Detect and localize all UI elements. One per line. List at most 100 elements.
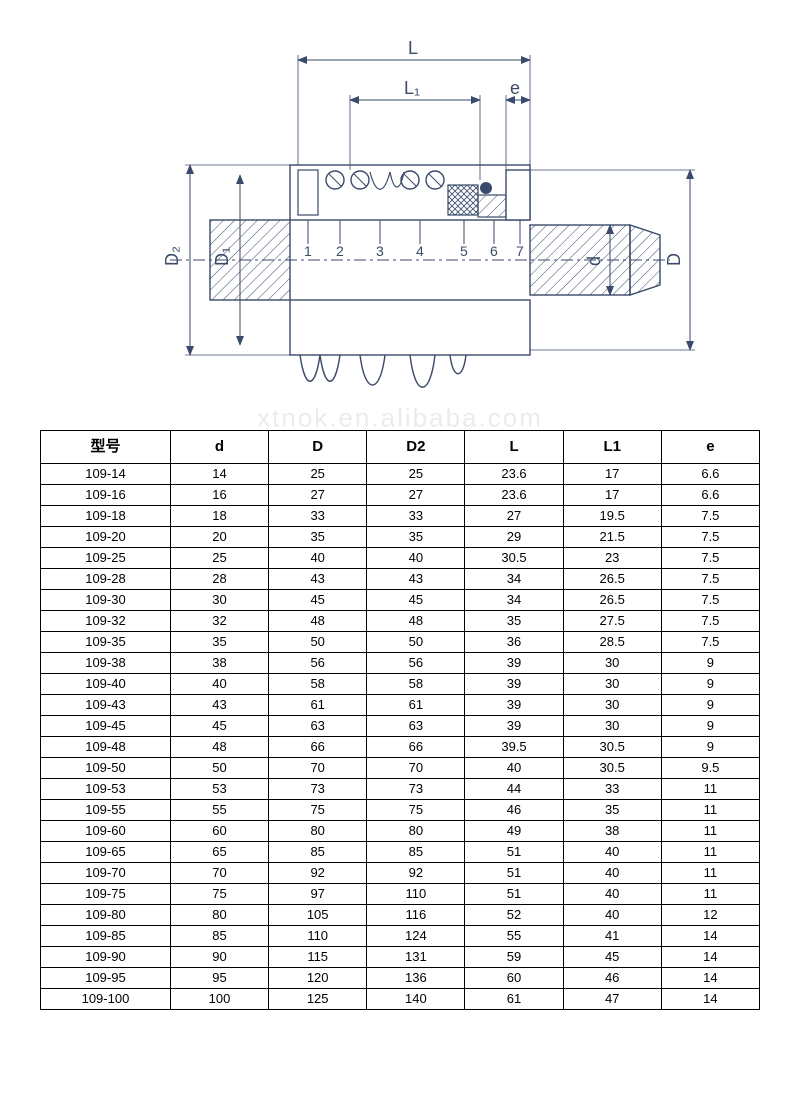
table-cell: 33: [563, 779, 661, 800]
table-cell: 7.5: [661, 611, 759, 632]
table-cell: 9: [661, 716, 759, 737]
table-cell: 120: [269, 968, 367, 989]
table-cell: 39: [465, 653, 563, 674]
table-cell: 21.5: [563, 527, 661, 548]
table-row: 109-282843433426.57.5: [41, 569, 760, 590]
part-num-2: 2: [336, 243, 344, 259]
table-cell: 85: [367, 842, 465, 863]
dim-label-L1: L₁: [404, 78, 420, 98]
table-cell: 131: [367, 947, 465, 968]
table-cell: 63: [367, 716, 465, 737]
table-cell: 109-60: [41, 821, 171, 842]
table-cell: 109-43: [41, 695, 171, 716]
table-cell: 30.5: [563, 758, 661, 779]
table-cell: 14: [170, 464, 268, 485]
table-cell: 28: [170, 569, 268, 590]
table-cell: 23.6: [465, 464, 563, 485]
table-cell: 109-14: [41, 464, 171, 485]
table-cell: 34: [465, 590, 563, 611]
table-cell: 51: [465, 863, 563, 884]
table-cell: 45: [269, 590, 367, 611]
spec-table: 型号 d D D2 L L1 e 109-1414252523.6176.610…: [40, 430, 760, 1010]
table-cell: 7.5: [661, 548, 759, 569]
table-cell: 38: [170, 653, 268, 674]
table-row: 109-9090115131594514: [41, 947, 760, 968]
table-cell: 100: [170, 989, 268, 1010]
table-cell: 9: [661, 737, 759, 758]
table-cell: 40: [465, 758, 563, 779]
table-cell: 55: [170, 800, 268, 821]
table-cell: 124: [367, 926, 465, 947]
table-cell: 11: [661, 779, 759, 800]
table-cell: 30.5: [563, 737, 661, 758]
part-num-3: 3: [376, 243, 384, 259]
table-cell: 73: [367, 779, 465, 800]
table-cell: 97: [269, 884, 367, 905]
table-cell: 109-30: [41, 590, 171, 611]
table-cell: 70: [269, 758, 367, 779]
table-cell: 11: [661, 842, 759, 863]
table-cell: 23: [563, 548, 661, 569]
table-cell: 70: [170, 863, 268, 884]
table-cell: 27: [367, 485, 465, 506]
table-cell: 6.6: [661, 485, 759, 506]
table-cell: 53: [170, 779, 268, 800]
table-cell: 60: [465, 968, 563, 989]
table-cell: 136: [367, 968, 465, 989]
table-cell: 14: [661, 926, 759, 947]
table-cell: 61: [269, 695, 367, 716]
table-row: 109-757597110514011: [41, 884, 760, 905]
table-cell: 39: [465, 674, 563, 695]
table-cell: 109-50: [41, 758, 171, 779]
table-cell: 33: [269, 506, 367, 527]
table-cell: 61: [465, 989, 563, 1010]
table-cell: 9.5: [661, 758, 759, 779]
table-cell: 29: [465, 527, 563, 548]
table-cell: 7.5: [661, 632, 759, 653]
table-cell: 50: [269, 632, 367, 653]
table-cell: 43: [367, 569, 465, 590]
table-cell: 109-95: [41, 968, 171, 989]
table-cell: 109-25: [41, 548, 171, 569]
part-num-1: 1: [304, 243, 312, 259]
table-cell: 80: [170, 905, 268, 926]
table-row: 109-9595120136604614: [41, 968, 760, 989]
part-num-6: 6: [490, 243, 498, 259]
table-cell: 110: [269, 926, 367, 947]
table-cell: 109-48: [41, 737, 171, 758]
table-cell: 65: [170, 842, 268, 863]
table-cell: 90: [170, 947, 268, 968]
table-row: 109-70709292514011: [41, 863, 760, 884]
table-cell: 109-65: [41, 842, 171, 863]
table-row: 109-8585110124554114: [41, 926, 760, 947]
table-cell: 30: [170, 590, 268, 611]
table-cell: 125: [269, 989, 367, 1010]
table-cell: 39: [465, 716, 563, 737]
table-cell: 48: [367, 611, 465, 632]
table-cell: 109-16: [41, 485, 171, 506]
table-cell: 115: [269, 947, 367, 968]
table-cell: 20: [170, 527, 268, 548]
table-cell: 109-70: [41, 863, 171, 884]
table-cell: 48: [170, 737, 268, 758]
col-D2: D2: [367, 431, 465, 464]
table-cell: 50: [367, 632, 465, 653]
table-cell: 58: [269, 674, 367, 695]
table-row: 109-323248483527.57.5: [41, 611, 760, 632]
dim-label-L: L: [408, 38, 418, 58]
part-num-4: 4: [416, 243, 424, 259]
table-cell: 56: [269, 653, 367, 674]
table-cell: 109-35: [41, 632, 171, 653]
table-cell: 39.5: [465, 737, 563, 758]
table-cell: 11: [661, 884, 759, 905]
table-cell: 14: [661, 968, 759, 989]
table-cell: 109-53: [41, 779, 171, 800]
table-cell: 40: [563, 884, 661, 905]
table-cell: 92: [269, 863, 367, 884]
table-cell: 39: [465, 695, 563, 716]
table-cell: 109-80: [41, 905, 171, 926]
table-cell: 25: [367, 464, 465, 485]
table-row: 109-4040585839309: [41, 674, 760, 695]
table-cell: 75: [367, 800, 465, 821]
table-cell: 66: [269, 737, 367, 758]
